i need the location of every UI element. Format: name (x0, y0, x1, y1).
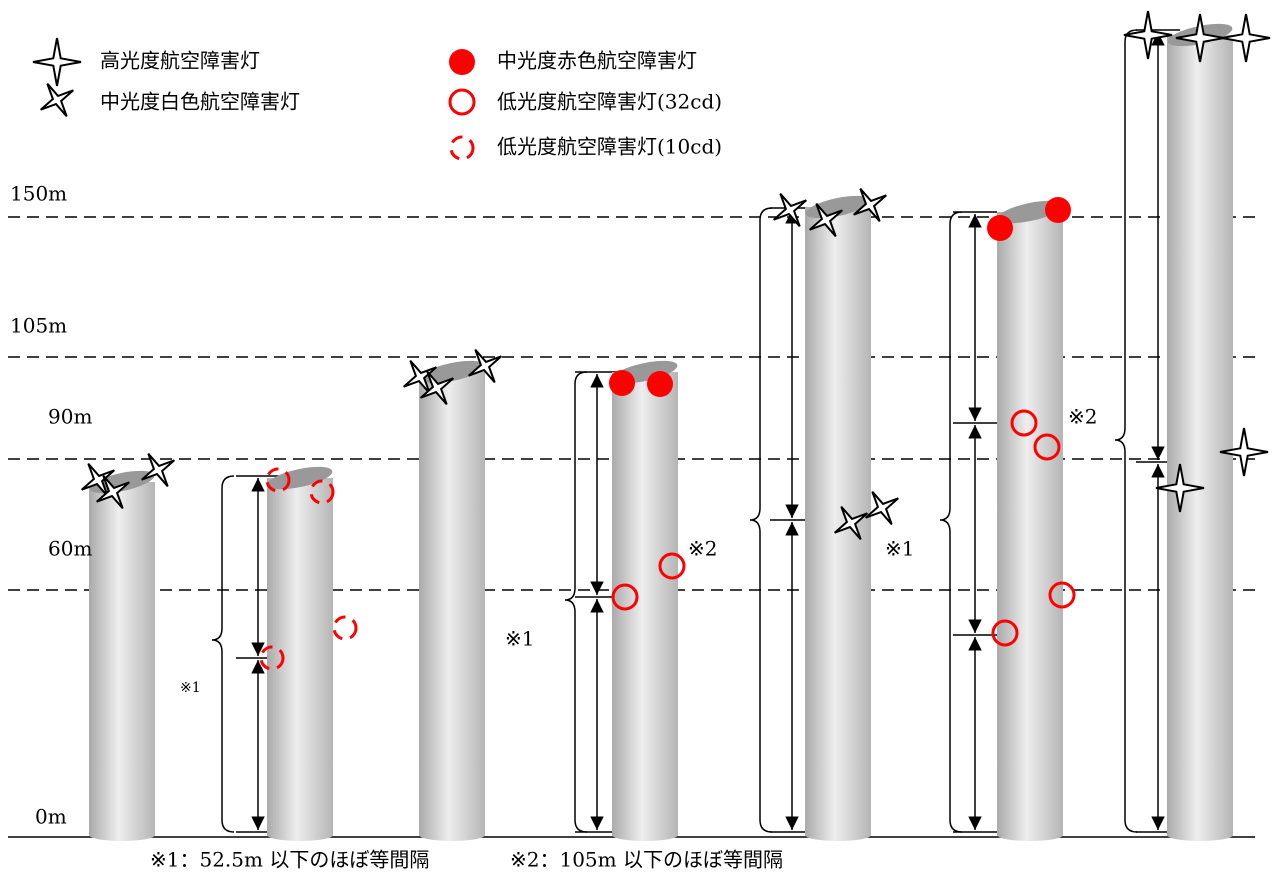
low-light-32cd (1010, 409, 1038, 437)
high-intensity-light (1175, 13, 1225, 63)
medium-white-light (420, 371, 454, 405)
pole (1167, 35, 1233, 835)
medium-red-light (449, 49, 475, 75)
medium-white-light (773, 193, 807, 227)
low-light-32cd (991, 619, 1019, 647)
height-label: 60m (48, 537, 92, 561)
pole-bottom (89, 829, 155, 841)
guide-lines (8, 29, 1255, 838)
low-light-10cd (309, 479, 335, 505)
poles (89, 23, 1233, 841)
height-label: 105m (10, 314, 67, 338)
legend-label: 中光度赤色航空障害灯 (497, 49, 697, 73)
brace (211, 475, 235, 833)
low-light-32cd (1033, 433, 1061, 461)
note-marker: ※1 (180, 680, 201, 696)
note-marker: ※2 (688, 537, 717, 561)
pole-top (89, 470, 155, 494)
pole-bottom (1167, 829, 1233, 841)
note-marker: ※1 (505, 627, 534, 651)
low-light-32cd (658, 552, 686, 580)
pole-top (267, 466, 333, 490)
medium-red-light (647, 371, 673, 397)
height-label: 0m (35, 805, 67, 829)
high-intensity-light (1219, 427, 1269, 477)
note-marker: ※1 (885, 537, 914, 561)
medium-red-light (987, 215, 1013, 241)
high-intensity-light (32, 37, 82, 87)
legend-label: 中光度白色航空障害灯 (100, 90, 300, 114)
medium-white-light (865, 491, 899, 525)
legend-label: 低光度航空障害灯(10cd) (497, 135, 722, 159)
legend-label: 高光度航空障害灯 (100, 49, 260, 73)
low-light-10cd (449, 135, 475, 161)
pole (612, 372, 678, 835)
pole-bottom (267, 829, 333, 841)
pole-bottom (612, 829, 678, 841)
pole (419, 372, 485, 835)
low-light-10cd (332, 615, 358, 641)
brace (564, 371, 588, 833)
medium-red-light (609, 370, 635, 396)
low-light-10cd (259, 645, 285, 671)
medium-white-light (81, 463, 115, 497)
medium-white-light (468, 349, 502, 383)
low-light-32cd (448, 88, 476, 116)
footnote: ※1：52.5m 以下のほぼ等間隔 (150, 848, 429, 872)
lights (32, 10, 1271, 671)
high-intensity-light (1155, 463, 1205, 513)
brace (1114, 29, 1138, 833)
pole-bottom (805, 829, 871, 841)
medium-white-light (809, 203, 843, 237)
medium-white-light (141, 453, 175, 487)
medium-white-light (834, 506, 868, 540)
low-light-32cd (1048, 581, 1076, 609)
brace (749, 207, 773, 833)
low-light-32cd (611, 583, 639, 611)
pole (997, 212, 1063, 835)
height-label: 90m (48, 405, 92, 429)
low-light-10cd (265, 467, 291, 493)
high-intensity-light (1221, 13, 1271, 63)
pole-top (419, 360, 485, 384)
legend-label: 低光度航空障害灯(32cd) (497, 90, 722, 114)
medium-white-light (96, 475, 130, 509)
pole (805, 207, 871, 835)
medium-white-light (40, 83, 74, 117)
footnote: ※2：105m 以下のほぼ等間隔 (510, 848, 783, 872)
height-label: 150m (10, 182, 67, 206)
brace (939, 211, 963, 833)
pole-bottom (419, 829, 485, 841)
medium-red-light (1045, 197, 1071, 223)
note-marker: ※2 (1068, 405, 1097, 429)
pole (267, 478, 333, 835)
high-intensity-light (1123, 10, 1173, 60)
pole-bottom (997, 829, 1063, 841)
pole (89, 482, 155, 835)
medium-white-light (853, 188, 887, 222)
